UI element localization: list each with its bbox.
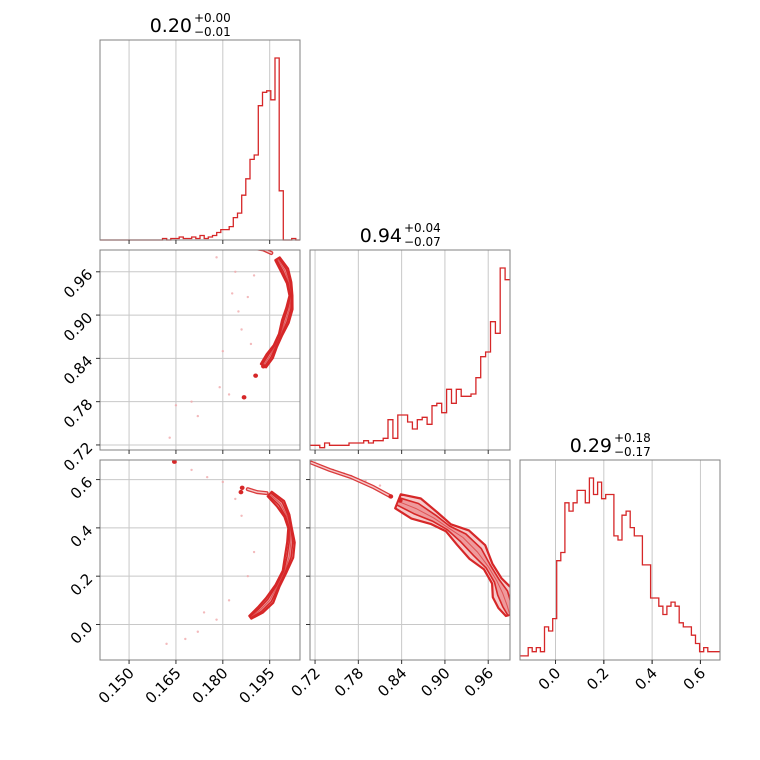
contour-blob [239,485,245,490]
sample-point [227,393,231,396]
contour-blob [238,489,244,495]
scatter-panel-1-2 [99,249,301,451]
y-tick-label: 0.0 [67,618,97,648]
sample-point [252,550,256,554]
sample-point [230,292,234,295]
x-tick-label: 0.4 [631,664,661,694]
panel-contents [168,250,294,439]
contour-ridge [250,493,292,618]
x-tick-label: 0.0 [535,664,565,694]
hist-panel-2: 0.94 +0.04−0.07 [309,221,511,454]
panel-contents [310,460,510,618]
histogram-step-line [520,477,720,657]
panel-frame [519,459,721,661]
scatter-panel-2-3 [309,459,511,661]
sample-point [227,599,231,602]
sample-point [218,386,221,389]
sample-point [246,574,250,578]
panel-title-minus: −0.07 [404,235,441,249]
y-tick-label: 0.90 [60,309,96,345]
y-tick-label: 0.4 [67,522,97,552]
sample-point [234,270,237,273]
panel-title-value: 0.94 [360,225,402,247]
contour-blob [171,460,177,464]
panel-title-minus: −0.01 [194,25,231,39]
panel-title-value: 0.29 [570,435,612,457]
panel-frame [99,249,301,451]
x-tick-label: 0.195 [235,664,278,707]
contour-inner [261,257,293,368]
contour-blob [261,364,266,369]
sample-point [196,414,200,418]
sample-point [221,480,225,484]
y-tick-label: 0.2 [67,570,97,600]
y-tick-label: 0.84 [60,352,96,388]
sample-point [234,497,237,501]
panel-title-value: 0.20 [150,15,192,37]
sample-point [237,310,240,313]
x-tick-label: 0.2 [583,664,613,694]
contour-head-fill [262,250,272,254]
panel-frame [309,459,511,661]
sample-point [202,611,206,614]
contour-blob [253,373,259,378]
panel-title-plus: +0.00 [194,11,231,25]
x-tick-label: 0.150 [95,664,138,707]
panel-title-plus: +0.18 [614,431,651,445]
x-tick-label: 0.6 [680,664,710,694]
sample-point [240,514,243,517]
y-tick-label: 0.78 [60,395,96,431]
contour-head-fill [247,488,268,494]
panel-frame [99,39,301,241]
x-tick-label: 0.84 [374,664,410,700]
hist-panel-1: 0.20 +0.00−0.01 [99,11,301,244]
panel-contents [165,460,296,646]
sample-point [246,295,250,299]
contour-inner [249,492,294,619]
panel-frame [309,249,511,451]
contour-blob [397,498,403,503]
x-tick-label: 0.90 [417,664,453,700]
contour-blob [241,395,247,400]
hist-panel-3: 0.29 +0.18−0.17 [519,431,721,664]
sample-point [165,642,168,646]
contour-inner [395,497,510,617]
sample-point [190,400,193,403]
sample-point [240,328,243,331]
contour-head-fill [310,462,392,498]
contour-ridge [397,500,510,615]
sample-point [168,436,171,439]
sample-point [174,404,178,407]
x-tick-label: 0.165 [142,664,185,707]
contour-ridge [262,258,292,366]
panel-frame [99,459,301,661]
y-tick-label: 0.6 [67,473,97,503]
sample-point [249,342,253,346]
sample-point [184,637,187,641]
x-tick-label: 0.72 [288,664,324,700]
sample-point [215,618,218,621]
x-tick-label: 0.180 [189,664,232,707]
y-tick-label: 0.72 [60,439,96,475]
sample-point [215,256,218,259]
sample-point [378,484,382,487]
x-tick-label: 0.96 [461,664,497,700]
panel-title-plus: +0.04 [404,221,441,235]
sample-point [205,475,209,479]
sample-point [221,349,225,353]
sample-point [196,630,200,633]
sample-point [190,468,193,472]
x-tick-label: 0.78 [331,664,367,700]
scatter-panel-1-3 [99,459,301,661]
contour-blob [388,494,394,499]
histogram-step-line [310,267,510,449]
sample-point [252,274,256,277]
panel-title-minus: −0.17 [614,445,651,459]
y-tick-label: 0.96 [60,265,96,301]
